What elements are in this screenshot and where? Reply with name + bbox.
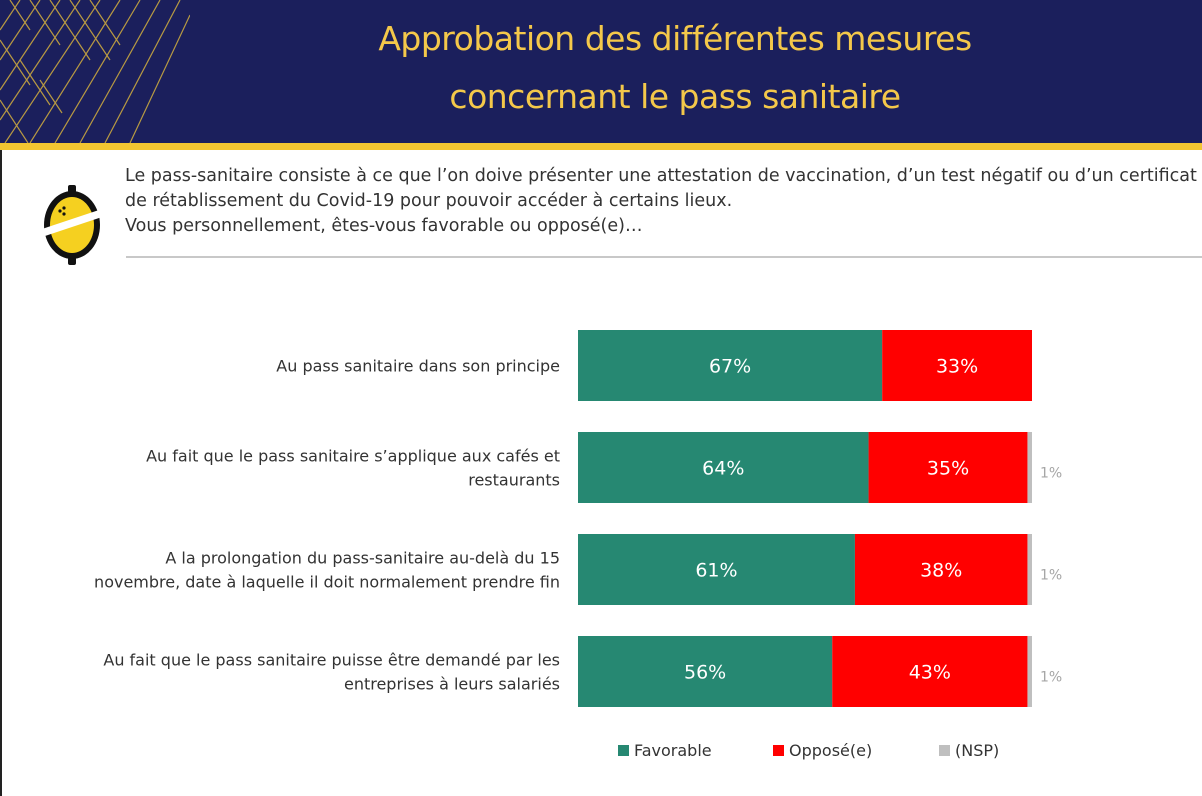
bar-nsp: [1027, 432, 1032, 503]
data-label-oppose: 33%: [936, 356, 978, 378]
legend-swatch-oppose: [773, 745, 784, 756]
category-label: Au fait que le pass sanitaire s’applique…: [146, 447, 560, 490]
page-title: Approbation des différentes mesures conc…: [330, 10, 1020, 126]
data-label-nsp: 1%: [1040, 568, 1062, 584]
bar-oppose: [882, 330, 1032, 401]
title-line-2: concernant le pass sanitaire: [449, 77, 901, 116]
legend-label-favorable: Favorable: [634, 741, 712, 760]
question-line-2: de rétablissement du Covid-19 pour pouvo…: [125, 191, 733, 211]
legend-swatch-favorable: [618, 745, 629, 756]
legend-item-favorable: Favorable: [618, 741, 712, 760]
decorative-pattern: [0, 0, 190, 143]
category-label: A la prolongation du pass-sanitaire au-d…: [94, 549, 560, 592]
bar-oppose: [868, 432, 1028, 503]
data-label-oppose: 38%: [920, 560, 962, 582]
bar-nsp: [1027, 534, 1032, 605]
header-banner: Approbation des différentes mesures conc…: [0, 0, 1202, 143]
question-line-1: Le pass-sanitaire consiste à ce que l’on…: [125, 166, 1197, 186]
bar-oppose: [832, 636, 1028, 707]
bar-favorable: [578, 330, 883, 401]
left-border: [0, 150, 2, 796]
category-label: Au fait que le pass sanitaire puisse êtr…: [103, 651, 560, 694]
question-line-3: Vous personnellement, êtes-vous favorabl…: [125, 216, 643, 236]
legend-item-oppose: Opposé(e): [773, 741, 872, 760]
divider: [126, 256, 1202, 258]
data-label-oppose: 43%: [909, 662, 951, 684]
data-label-favorable: 64%: [702, 458, 744, 480]
question-text: Le pass-sanitaire consiste à ce que l’on…: [125, 164, 1197, 239]
bar-favorable: [578, 534, 855, 605]
bar-favorable: [578, 636, 833, 707]
legend-item-nsp: (NSP): [939, 741, 999, 760]
data-label-favorable: 56%: [684, 662, 726, 684]
lemon-logo-icon: [42, 185, 102, 265]
bar-nsp: [1027, 636, 1032, 707]
category-label: Au pass sanitaire dans son principe: [276, 357, 560, 376]
data-label-nsp: 1%: [1040, 466, 1062, 482]
legend-label-oppose: Opposé(e): [789, 741, 873, 760]
header-accent-stripe: [0, 143, 1202, 150]
legend-label-nsp: (NSP): [955, 741, 1000, 760]
data-label-nsp: 1%: [1040, 670, 1062, 686]
title-line-1: Approbation des différentes mesures: [378, 19, 972, 58]
bar-favorable: [578, 432, 869, 503]
bar-oppose: [854, 534, 1028, 605]
data-label-oppose: 35%: [927, 458, 969, 480]
data-label-favorable: 61%: [695, 560, 737, 582]
legend-swatch-nsp: [939, 745, 950, 756]
data-label-favorable: 67%: [709, 356, 751, 378]
